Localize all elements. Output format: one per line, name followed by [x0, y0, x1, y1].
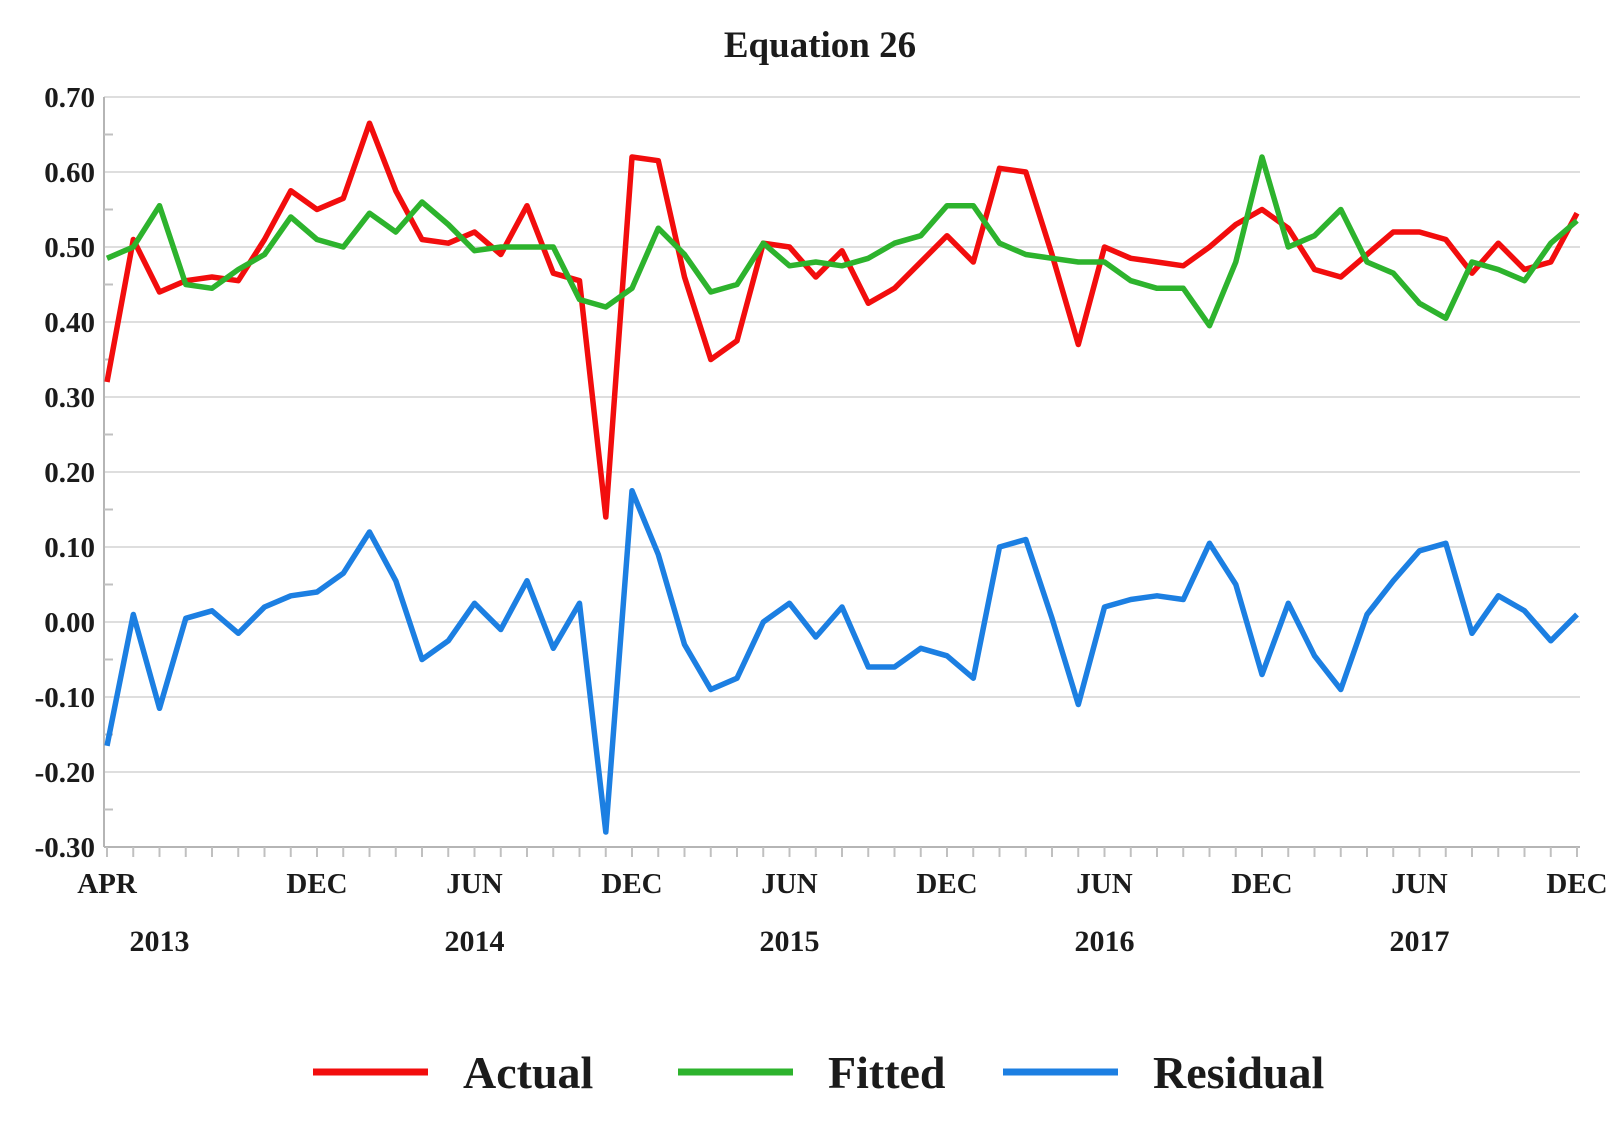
legend-item-actual: Actual — [313, 1047, 593, 1098]
actual-legend-label: Actual — [463, 1047, 593, 1098]
x-tick-label: JUN — [1076, 868, 1132, 900]
y-tick-label: -0.20 — [35, 757, 95, 789]
year-label: 2017 — [1390, 925, 1450, 958]
y-tick-label: 0.10 — [44, 532, 95, 564]
x-tick-label: DEC — [601, 868, 662, 900]
year-label: 2016 — [1075, 925, 1135, 958]
x-tick-label: JUN — [761, 868, 817, 900]
y-tick-label: 0.50 — [44, 232, 95, 264]
y-tick-label: -0.10 — [35, 682, 95, 714]
x-tick-label: DEC — [916, 868, 977, 900]
chart-title: Equation 26 — [724, 25, 916, 66]
x-tick-label: JUN — [446, 868, 502, 900]
y-tick-label: 0.40 — [44, 307, 95, 339]
x-tick-label: JUN — [1391, 868, 1447, 900]
fitted-line — [105, 154, 1579, 329]
y-tick-label: 0.00 — [44, 607, 95, 639]
residual-legend-label: Residual — [1153, 1047, 1324, 1098]
y-tick-label: 0.30 — [44, 382, 95, 414]
year-label: 2013 — [130, 925, 190, 958]
x-tick-label: DEC — [286, 868, 347, 900]
y-tick-label: 0.70 — [44, 82, 95, 114]
year-label: 2014 — [445, 925, 505, 958]
x-tick-label: DEC — [1231, 868, 1292, 900]
x-tick-label: DEC — [1546, 868, 1607, 900]
fitted-legend-label: Fitted — [828, 1047, 946, 1098]
actual-line — [104, 120, 1580, 520]
legend-item-fitted: Fitted — [678, 1047, 946, 1098]
year-label: 2015 — [760, 925, 820, 958]
x-tick-label: APR — [77, 868, 138, 900]
y-tick-label: 0.60 — [44, 157, 95, 189]
y-tick-label: -0.30 — [35, 832, 95, 864]
residual-line — [104, 487, 1579, 835]
y-tick-label: 0.20 — [44, 457, 95, 489]
legend-item-residual: Residual — [1003, 1047, 1324, 1098]
